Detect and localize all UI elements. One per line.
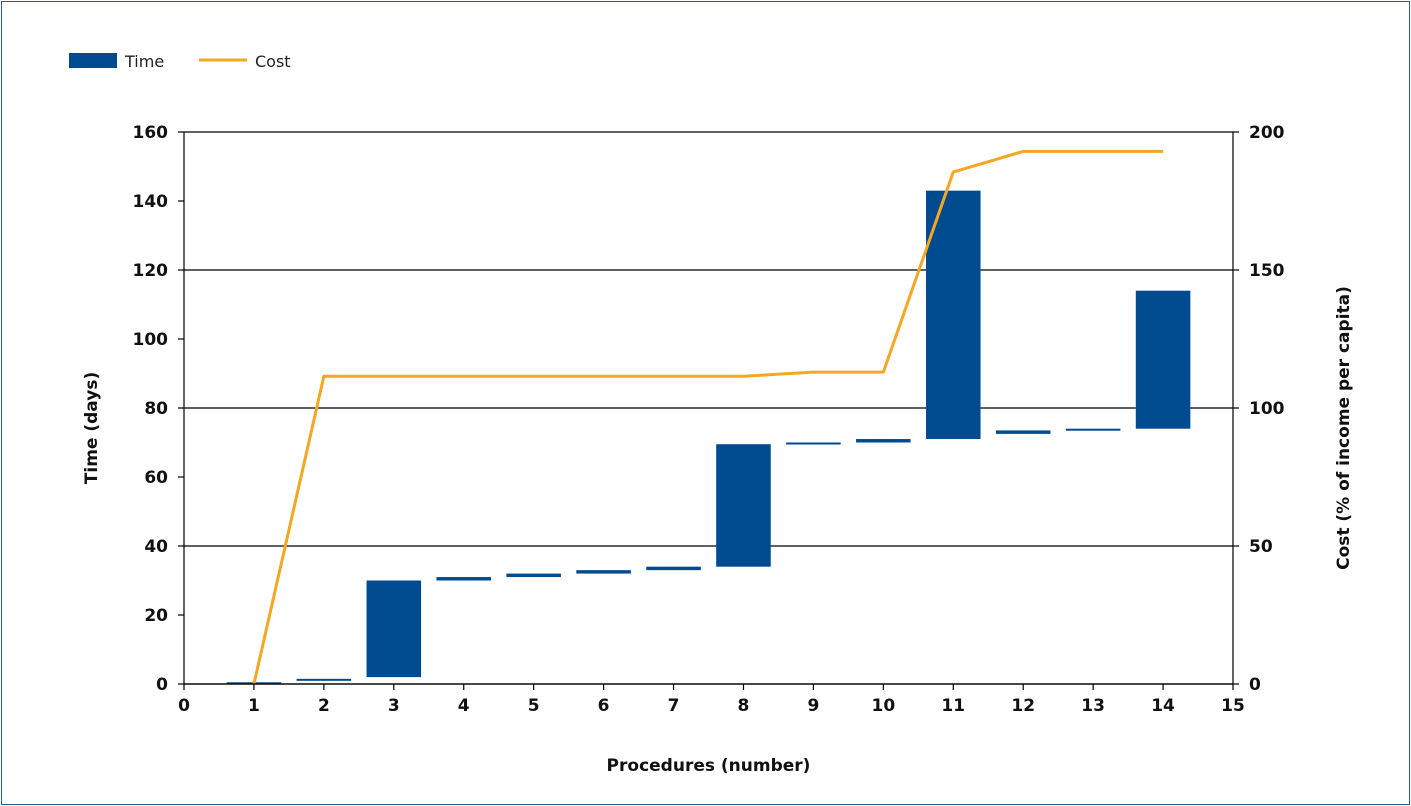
y-left-tick-label-120: 120: [133, 261, 169, 281]
time-bar-12: [995, 430, 1051, 434]
y-axis-left-title: Time (days): [82, 372, 102, 484]
time-bar-3: [366, 580, 422, 678]
x-tick-label-6: 6: [598, 696, 610, 716]
time-bar-14: [1135, 290, 1191, 429]
time-bar-13: [1065, 428, 1121, 431]
x-tick-label-4: 4: [458, 696, 470, 716]
y-left-tick-label-80: 80: [144, 399, 168, 419]
y-right-tick-label-100: 100: [1249, 399, 1285, 419]
y-left-tick-label-20: 20: [144, 606, 168, 626]
legend: Time Cost: [69, 52, 291, 71]
y-right-tick-label-0: 0: [1249, 675, 1261, 695]
cost-line: [252, 149, 1164, 685]
x-tick-label-9: 9: [807, 696, 819, 716]
time-bar-4: [436, 577, 492, 581]
y-left-tick-label-100: 100: [133, 330, 169, 350]
x-tick-label-8: 8: [738, 696, 750, 716]
x-tick-label-14: 14: [1151, 696, 1175, 716]
y-left-tick-label-160: 160: [133, 123, 169, 143]
y-left-tick-label-60: 60: [144, 468, 168, 488]
x-tick-label-11: 11: [941, 696, 965, 716]
time-bars: [226, 190, 1191, 685]
x-tick-label-3: 3: [388, 696, 400, 716]
time-bar-10: [856, 439, 911, 443]
time-bar-9: [786, 442, 841, 445]
x-tick-label-10: 10: [871, 696, 895, 716]
time-bar-2: [296, 678, 352, 681]
x-tick-label-1: 1: [248, 696, 260, 716]
y-left-tick-label-140: 140: [133, 192, 169, 212]
y-left-tick-label-0: 0: [156, 675, 168, 695]
axes: [178, 131, 1239, 690]
y-right-tick-label-150: 150: [1249, 261, 1285, 281]
legend-time-label: Time: [124, 52, 164, 71]
time-bar-8: [716, 444, 771, 567]
y-axis-right-title: Cost (% of income per capita): [1334, 286, 1354, 570]
x-tick-label-5: 5: [528, 696, 540, 716]
y-right-tick-label-50: 50: [1249, 537, 1273, 557]
x-axis-title: Procedures (number): [607, 756, 811, 776]
time-bar-5: [506, 573, 561, 578]
time-bar-11: [925, 190, 981, 440]
cost-line-group: [252, 149, 1164, 685]
x-tick-label-7: 7: [668, 696, 680, 716]
y-left-tick-label-40: 40: [144, 537, 168, 557]
time-bar-7: [646, 566, 701, 571]
x-tick-label-0: 0: [178, 696, 190, 716]
legend-cost-label: Cost: [255, 52, 291, 71]
time-bar-6: [576, 570, 631, 574]
tick-labels: 0 1 2 3 4 5 6 7 8 9 10 11 12 13 14 15020406080100120140…: [133, 123, 1285, 716]
gridlines: [184, 131, 1233, 685]
legend-time-swatch: [69, 53, 117, 68]
x-tick-label-12: 12: [1011, 696, 1035, 716]
y-right-tick-label-200: 200: [1249, 123, 1285, 143]
x-tick-label-13: 13: [1081, 696, 1105, 716]
x-tick-label-2: 2: [318, 696, 330, 716]
x-tick-label-15: 15: [1221, 696, 1245, 716]
